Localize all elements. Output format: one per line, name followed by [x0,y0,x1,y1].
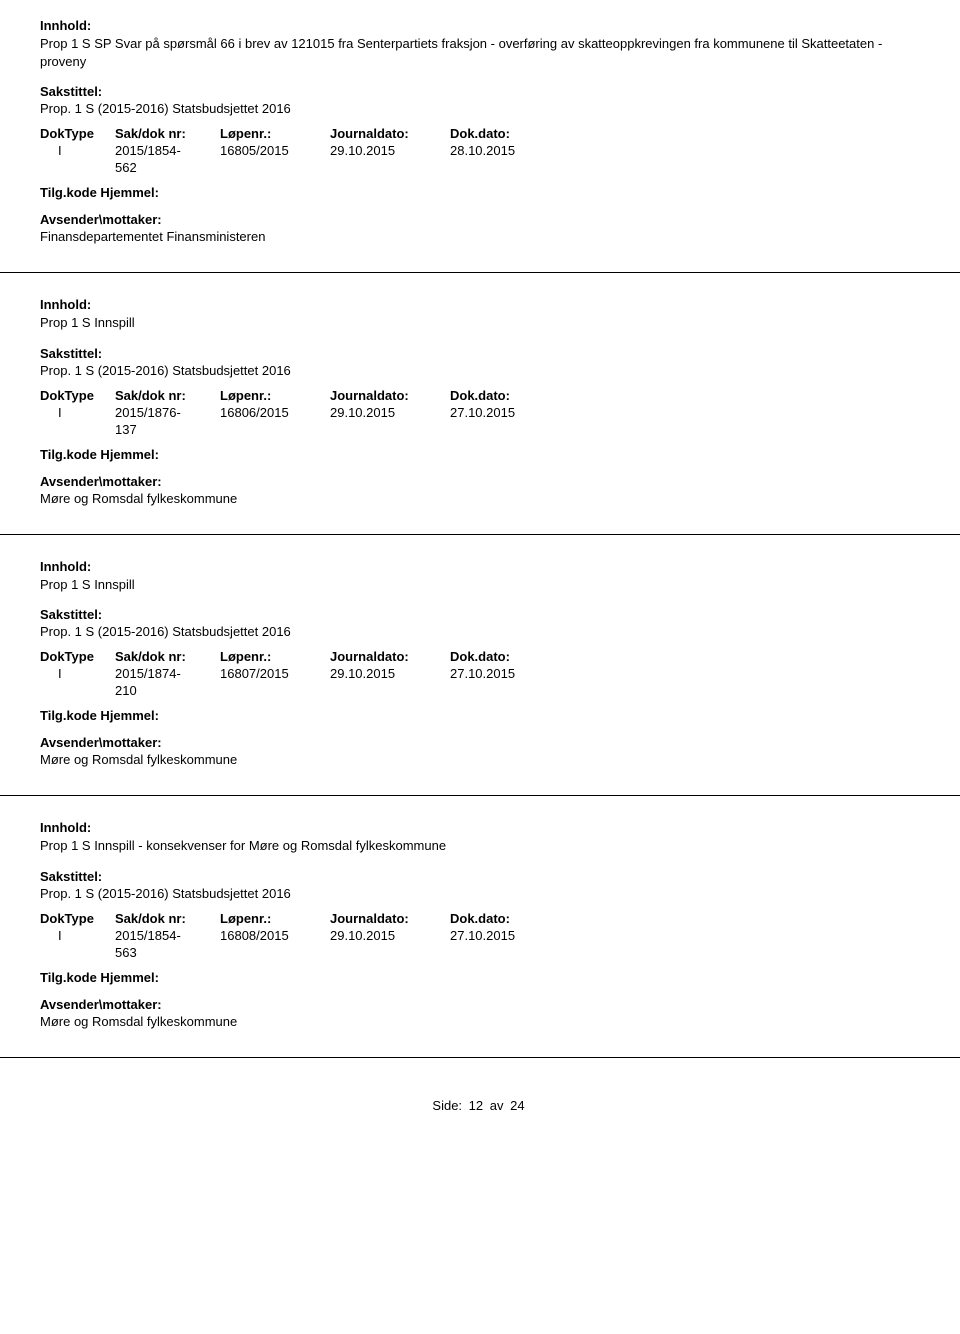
saknr-value: 2015/1874- [115,666,220,681]
saknr-value-2: 137 [115,422,220,437]
ddato-value: 27.10.2015 [450,405,570,420]
page-number: 12 [469,1098,483,1113]
col-saknr-header: Sak/dok nr: [115,649,220,664]
jdato-value: 29.10.2015 [330,143,450,158]
doktype-value: I [40,143,115,158]
lopenr-value: 16808/2015 [220,928,330,943]
sakstittel-text: Prop. 1 S (2015-2016) Statsbudsjettet 20… [40,624,920,639]
avsender-text: Møre og Romsdal fylkeskommune [40,1014,920,1029]
lopenr-value: 16805/2015 [220,143,330,158]
col-doktype-header: DokType [40,649,115,664]
sakstittel-label: Sakstittel: [40,869,920,884]
table-row: I 2015/1876- 16806/2015 29.10.2015 27.10… [40,405,920,420]
innhold-text: Prop 1 S Innspill - konsekvenser for Mør… [40,837,920,855]
sakstittel-label: Sakstittel: [40,84,920,99]
page-footer: Side: 12 av 24 [40,1098,920,1113]
innhold-text: Prop 1 S SP Svar på spørsmål 66 i brev a… [40,35,920,70]
lopenr-value: 16806/2015 [220,405,330,420]
table-header: DokType Sak/dok nr: Løpenr.: Journaldato… [40,911,920,926]
col-jdato-header: Journaldato: [330,388,450,403]
saknr-value-2: 210 [115,683,220,698]
col-saknr-header: Sak/dok nr: [115,911,220,926]
innhold-label: Innhold: [40,297,920,312]
table-row: 563 [40,945,920,960]
avsender-label: Avsender\mottaker: [40,735,920,750]
page-total: 24 [510,1098,524,1113]
table-row: 562 [40,160,920,175]
doktype-value: I [40,928,115,943]
table-row: I 2015/1874- 16807/2015 29.10.2015 27.10… [40,666,920,681]
lopenr-value: 16807/2015 [220,666,330,681]
table-row: I 2015/1854- 16808/2015 29.10.2015 27.10… [40,928,920,943]
jdato-value: 29.10.2015 [330,405,450,420]
side-label: Side: [432,1098,462,1113]
innhold-text: Prop 1 S Innspill [40,576,920,594]
journal-entry: Innhold: Prop 1 S Innspill Sakstittel: P… [40,559,920,768]
innhold-label: Innhold: [40,559,920,574]
col-lopenr-header: Løpenr.: [220,911,330,926]
col-lopenr-header: Løpenr.: [220,126,330,141]
innhold-text: Prop 1 S Innspill [40,314,920,332]
avsender-label: Avsender\mottaker: [40,212,920,227]
jdato-value: 29.10.2015 [330,928,450,943]
sakstittel-text: Prop. 1 S (2015-2016) Statsbudsjettet 20… [40,101,920,116]
saknr-value: 2015/1854- [115,928,220,943]
table-header: DokType Sak/dok nr: Løpenr.: Journaldato… [40,126,920,141]
tilgkode-label: Tilg.kode Hjemmel: [40,970,920,985]
sakstittel-label: Sakstittel: [40,346,920,361]
col-saknr-header: Sak/dok nr: [115,388,220,403]
col-ddato-header: Dok.dato: [450,126,570,141]
col-ddato-header: Dok.dato: [450,388,570,403]
col-ddato-header: Dok.dato: [450,911,570,926]
table-row: I 2015/1854- 16805/2015 29.10.2015 28.10… [40,143,920,158]
saknr-value-2: 562 [115,160,220,175]
saknr-value-2: 563 [115,945,220,960]
avsender-text: Møre og Romsdal fylkeskommune [40,752,920,767]
col-jdato-header: Journaldato: [330,126,450,141]
col-ddato-header: Dok.dato: [450,649,570,664]
col-jdato-header: Journaldato: [330,911,450,926]
col-jdato-header: Journaldato: [330,649,450,664]
av-label: av [490,1098,504,1113]
table-header: DokType Sak/dok nr: Løpenr.: Journaldato… [40,388,920,403]
saknr-value: 2015/1876- [115,405,220,420]
col-saknr-header: Sak/dok nr: [115,126,220,141]
col-doktype-header: DokType [40,126,115,141]
ddato-value: 27.10.2015 [450,928,570,943]
ddato-value: 27.10.2015 [450,666,570,681]
divider [0,795,960,796]
journal-entry: Innhold: Prop 1 S SP Svar på spørsmål 66… [40,18,920,244]
table-header: DokType Sak/dok nr: Løpenr.: Journaldato… [40,649,920,664]
sakstittel-text: Prop. 1 S (2015-2016) Statsbudsjettet 20… [40,886,920,901]
saknr-value: 2015/1854- [115,143,220,158]
table-row: 137 [40,422,920,437]
table-row: 210 [40,683,920,698]
avsender-label: Avsender\mottaker: [40,997,920,1012]
col-doktype-header: DokType [40,388,115,403]
col-lopenr-header: Løpenr.: [220,388,330,403]
journal-entry: Innhold: Prop 1 S Innspill Sakstittel: P… [40,297,920,506]
sakstittel-label: Sakstittel: [40,607,920,622]
avsender-text: Finansdepartementet Finansministeren [40,229,920,244]
tilgkode-label: Tilg.kode Hjemmel: [40,185,920,200]
col-lopenr-header: Løpenr.: [220,649,330,664]
ddato-value: 28.10.2015 [450,143,570,158]
jdato-value: 29.10.2015 [330,666,450,681]
divider [0,272,960,273]
doktype-value: I [40,405,115,420]
innhold-label: Innhold: [40,820,920,835]
tilgkode-label: Tilg.kode Hjemmel: [40,447,920,462]
avsender-text: Møre og Romsdal fylkeskommune [40,491,920,506]
innhold-label: Innhold: [40,18,920,33]
tilgkode-label: Tilg.kode Hjemmel: [40,708,920,723]
doktype-value: I [40,666,115,681]
sakstittel-text: Prop. 1 S (2015-2016) Statsbudsjettet 20… [40,363,920,378]
divider [0,1057,960,1058]
avsender-label: Avsender\mottaker: [40,474,920,489]
col-doktype-header: DokType [40,911,115,926]
journal-entry: Innhold: Prop 1 S Innspill - konsekvense… [40,820,920,1029]
divider [0,534,960,535]
